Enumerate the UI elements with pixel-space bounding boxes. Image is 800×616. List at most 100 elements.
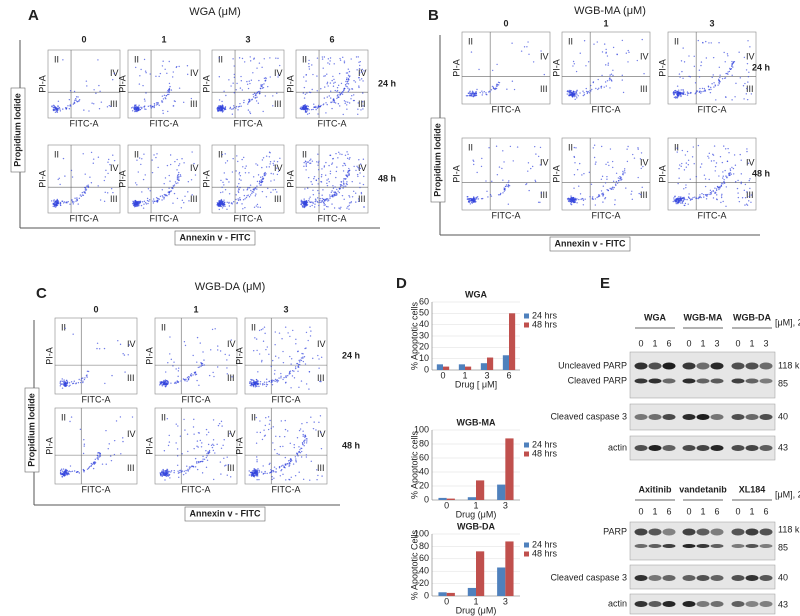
event-dot [86,374,87,375]
event-dot [238,192,239,193]
blot-band [711,544,724,548]
event-dot [236,155,237,156]
axis-label: PI-A [117,75,127,93]
event-dot [251,193,252,194]
event-dot [144,59,145,60]
event-dot [303,479,304,480]
event-dot [221,206,222,207]
event-dot [344,103,345,104]
event-dot [678,168,679,169]
event-dot [218,425,219,426]
event-dot [163,472,164,473]
event-dot [107,173,108,174]
event-dot [607,55,608,56]
event-dot [249,470,250,471]
event-dot [219,423,220,424]
event-dot [208,432,209,433]
event-dot [173,361,174,362]
event-dot [361,71,362,72]
blot-band [746,363,759,370]
event-dot [138,204,139,205]
event-dot [343,199,344,200]
event-dot [699,70,700,71]
event-dot [170,471,171,472]
event-dot [227,456,228,457]
event-dot [195,372,196,373]
event-dot [86,85,87,86]
event-dot [303,203,304,204]
event-dot [273,380,274,381]
event-dot [743,98,744,99]
event-dot [223,199,224,200]
event-dot [517,146,518,147]
event-dot [251,80,252,81]
bar [465,367,471,370]
event-dot [685,187,686,188]
event-dot [250,113,251,114]
flow-plot: IIIVIIIPI-AFITC-A [144,408,237,494]
event-dot [236,83,237,84]
event-dot [306,332,307,333]
event-dot [355,201,356,202]
event-dot [275,57,276,58]
event-dot [53,206,54,207]
event-dot [274,449,275,450]
event-dot [337,95,338,96]
event-dot [175,382,176,383]
bar [447,499,455,500]
axis-label: FITC-A [150,118,179,128]
event-dot [270,192,271,193]
event-dot [299,361,300,362]
event-dot [253,189,254,190]
event-dot [570,201,571,202]
event-dot [351,95,352,96]
event-dot [111,188,112,189]
event-dot [249,187,250,188]
event-dot [108,448,109,449]
event-dot [679,76,680,77]
event-dot [255,95,256,96]
event-dot [470,93,471,94]
event-dot [332,194,333,195]
event-dot [120,416,121,417]
event-dot [177,182,178,183]
event-dot [313,103,314,104]
event-dot [508,180,509,181]
event-dot [222,207,223,208]
event-dot [264,327,265,328]
event-dot [200,342,201,343]
event-dot [263,173,264,174]
event-dot [627,61,628,62]
event-dot [503,161,504,162]
event-dot [243,199,244,200]
event-dot [256,379,257,380]
event-dot [62,387,63,388]
event-dot [681,89,682,90]
event-dot [581,174,582,175]
event-dot [710,92,711,93]
event-dot [312,74,313,75]
event-dot [147,203,148,204]
event-dot [248,194,249,195]
event-dot [289,356,290,357]
event-dot [309,92,310,93]
group-label: vandetanib [679,484,727,494]
event-dot [265,435,266,436]
event-dot [572,65,573,66]
event-dot [492,70,493,71]
event-dot [166,73,167,74]
event-dot [222,111,223,112]
event-dot [248,109,249,110]
event-dot [749,196,750,197]
event-dot [579,92,580,93]
event-dot [169,88,170,89]
event-dot [325,162,326,163]
blot-band [649,529,662,536]
event-dot [220,110,221,111]
event-dot [580,53,581,54]
event-dot [682,47,683,48]
quadrant-label: IV [317,429,326,439]
event-dot [727,73,728,74]
event-dot [276,453,277,454]
event-dot [275,356,276,357]
